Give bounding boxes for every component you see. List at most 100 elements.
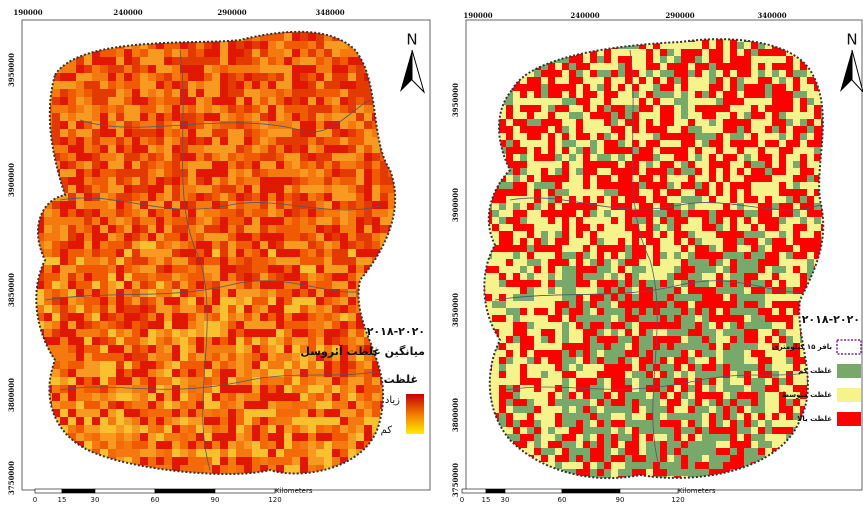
pixel bbox=[292, 425, 300, 433]
pixel bbox=[372, 177, 380, 185]
pixel bbox=[590, 273, 597, 280]
pixel bbox=[92, 329, 100, 337]
pixel bbox=[534, 217, 541, 224]
pixel bbox=[821, 154, 828, 161]
pixel bbox=[68, 169, 76, 177]
pixel bbox=[260, 345, 268, 353]
pixel bbox=[660, 133, 667, 140]
pixel bbox=[284, 449, 292, 457]
pixel bbox=[204, 25, 212, 33]
pixel bbox=[164, 121, 172, 129]
pixel bbox=[758, 301, 765, 308]
pixel bbox=[36, 369, 44, 377]
pixel bbox=[730, 294, 737, 301]
pixel bbox=[284, 113, 292, 121]
pixel bbox=[228, 289, 236, 297]
pixel bbox=[300, 193, 308, 201]
pixel bbox=[506, 266, 513, 273]
pixel bbox=[562, 161, 569, 168]
pixel bbox=[188, 89, 196, 97]
pixel bbox=[68, 193, 76, 201]
pixel bbox=[396, 129, 404, 137]
pixel bbox=[212, 153, 220, 161]
pixel bbox=[180, 449, 188, 457]
pixel bbox=[28, 41, 36, 49]
pixel bbox=[148, 113, 156, 121]
pixel bbox=[36, 137, 44, 145]
pixel bbox=[68, 249, 76, 257]
pixel bbox=[92, 417, 100, 425]
pixel bbox=[485, 287, 492, 294]
pixel bbox=[646, 77, 653, 84]
pixel bbox=[140, 57, 148, 65]
pixel bbox=[228, 57, 236, 65]
pixel bbox=[618, 49, 625, 56]
pixel bbox=[260, 409, 268, 417]
pixel bbox=[597, 196, 604, 203]
pixel bbox=[396, 457, 404, 465]
pixel bbox=[140, 473, 148, 481]
pixel bbox=[92, 353, 100, 361]
pixel bbox=[308, 409, 316, 417]
pixel bbox=[324, 401, 332, 409]
pixel bbox=[236, 201, 244, 209]
pixel bbox=[252, 129, 260, 137]
pixel bbox=[180, 313, 188, 321]
pixel bbox=[807, 126, 814, 133]
pixel bbox=[730, 182, 737, 189]
pixel bbox=[252, 41, 260, 49]
pixel bbox=[36, 153, 44, 161]
pixel bbox=[52, 41, 60, 49]
pixel bbox=[172, 129, 180, 137]
pixel bbox=[639, 175, 646, 182]
pixel bbox=[388, 449, 396, 457]
pixel bbox=[779, 308, 786, 315]
pixel bbox=[527, 210, 534, 217]
pixel bbox=[284, 41, 292, 49]
pixel bbox=[92, 177, 100, 185]
pixel bbox=[116, 257, 124, 265]
pixel bbox=[124, 433, 132, 441]
pixel bbox=[276, 209, 284, 217]
pixel bbox=[478, 245, 485, 252]
pixel bbox=[688, 245, 695, 252]
pixel bbox=[674, 91, 681, 98]
pixel bbox=[758, 91, 765, 98]
pixel bbox=[653, 266, 660, 273]
pixel bbox=[276, 321, 284, 329]
pixel bbox=[172, 89, 180, 97]
pixel bbox=[758, 161, 765, 168]
pixel bbox=[576, 231, 583, 238]
pixel bbox=[188, 145, 196, 153]
pixel bbox=[116, 345, 124, 353]
pixel bbox=[36, 145, 44, 153]
pixel bbox=[260, 393, 268, 401]
pixel bbox=[220, 41, 228, 49]
pixel bbox=[60, 329, 68, 337]
pixel bbox=[807, 77, 814, 84]
pixel bbox=[92, 465, 100, 473]
pixel bbox=[36, 161, 44, 169]
pixel bbox=[786, 175, 793, 182]
pixel bbox=[611, 259, 618, 266]
pixel bbox=[76, 137, 84, 145]
pixel bbox=[388, 361, 396, 369]
pixel bbox=[28, 337, 36, 345]
pixel bbox=[84, 25, 92, 33]
pixel bbox=[108, 313, 116, 321]
pixel bbox=[156, 145, 164, 153]
pixel bbox=[583, 252, 590, 259]
pixel bbox=[695, 301, 702, 308]
pixel bbox=[236, 49, 244, 57]
pixel bbox=[744, 182, 751, 189]
pixel bbox=[348, 25, 356, 33]
pixel bbox=[807, 133, 814, 140]
pixel bbox=[60, 321, 68, 329]
pixel bbox=[660, 70, 667, 77]
pixel bbox=[611, 175, 618, 182]
pixel bbox=[590, 259, 597, 266]
pixel bbox=[625, 91, 632, 98]
pixel bbox=[84, 481, 92, 489]
pixel bbox=[108, 305, 116, 313]
pixel bbox=[597, 315, 604, 322]
